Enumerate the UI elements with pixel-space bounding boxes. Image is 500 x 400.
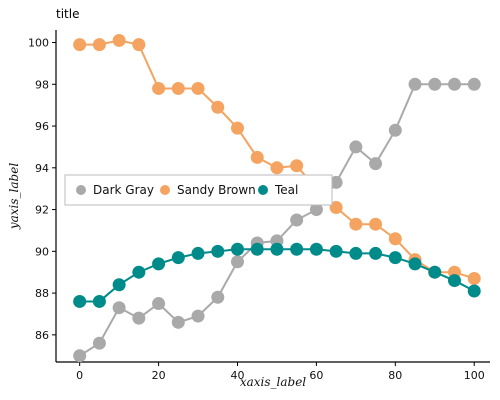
data-point-dark-gray [467,77,481,91]
data-point-teal [132,265,146,279]
legend-label-dark-gray: Dark Gray [93,183,154,197]
data-point-dark-gray [92,336,106,350]
data-point-sandy-brown [73,38,87,52]
data-point-teal [73,294,87,308]
data-point-teal [428,265,442,279]
data-point-sandy-brown [211,100,225,114]
data-point-teal [270,242,284,256]
data-point-dark-gray [290,213,304,227]
data-point-dark-gray [152,297,166,311]
series-layer [73,33,481,363]
series-teal [73,242,481,308]
data-point-sandy-brown [191,81,205,95]
data-point-dark-gray [132,311,146,325]
data-point-sandy-brown [467,271,481,285]
data-point-sandy-brown [92,38,106,52]
y-tick-label: 98 [35,78,49,91]
x-tick-label: 20 [152,369,166,382]
legend-swatch-dark-gray [76,185,86,195]
data-point-teal [290,242,304,256]
data-point-teal [230,242,244,256]
data-point-teal [250,242,264,256]
data-point-teal [191,246,205,260]
data-point-teal [211,244,225,258]
data-point-dark-gray [408,77,422,91]
data-point-sandy-brown [329,200,343,214]
data-point-dark-gray [447,77,461,91]
data-point-dark-gray [171,315,185,329]
chart-title: title [56,7,79,21]
y-axis-label: yaxis_label [7,163,21,230]
data-point-sandy-brown [132,38,146,52]
data-point-dark-gray [191,309,205,323]
data-point-teal [369,246,383,260]
data-point-sandy-brown [112,33,126,47]
data-point-sandy-brown [250,150,264,164]
y-tick-label: 96 [35,120,49,133]
data-point-teal [467,284,481,298]
data-point-dark-gray [388,123,402,137]
data-point-teal [171,251,185,265]
data-point-sandy-brown [152,81,166,95]
legend-swatch-teal [258,185,268,195]
legend-swatch-sandy-brown [160,185,170,195]
data-point-teal [408,257,422,271]
data-point-dark-gray [230,255,244,269]
data-point-teal [349,246,363,260]
axes: 86 88 90 92 94 96 98 100 0 20 40 60 80 100 [28,30,490,382]
data-point-sandy-brown [369,217,383,231]
y-tick-label: 86 [35,329,49,342]
x-tick-label: 0 [76,369,83,382]
data-point-teal [112,278,126,292]
data-point-sandy-brown [349,217,363,231]
y-tick-label: 100 [28,37,49,50]
x-tick-label: 40 [230,369,244,382]
series-dark-gray [73,77,481,363]
data-point-teal [152,257,166,271]
legend: Dark Gray Sandy Brown Teal [64,174,333,206]
data-point-dark-gray [329,175,343,189]
data-point-dark-gray [428,77,442,91]
x-tick-label: 100 [464,369,485,382]
legend-label-sandy-brown: Sandy Brown [177,183,256,197]
data-point-sandy-brown [171,81,185,95]
legend-box [64,174,333,206]
data-point-dark-gray [211,290,225,304]
data-point-sandy-brown [270,161,284,175]
y-tick-label: 88 [35,287,49,300]
data-point-dark-gray [309,203,323,217]
data-point-teal [92,294,106,308]
x-tick-label: 60 [309,369,323,382]
data-point-sandy-brown [290,159,304,173]
data-point-sandy-brown [388,232,402,246]
data-point-teal [447,274,461,288]
data-point-teal [329,244,343,258]
legend-label-teal: Teal [274,183,298,197]
x-axis-label: xaxis_label [240,375,306,389]
data-point-dark-gray [369,157,383,171]
y-tick-label: 94 [35,162,49,175]
data-point-dark-gray [349,140,363,154]
data-point-teal [388,251,402,265]
x-tick-label: 80 [388,369,402,382]
data-point-teal [309,242,323,256]
data-point-dark-gray [73,349,87,363]
y-tick-label: 92 [35,204,49,217]
y-tick-label: 90 [35,245,49,258]
data-point-dark-gray [112,301,126,315]
data-point-sandy-brown [230,121,244,135]
